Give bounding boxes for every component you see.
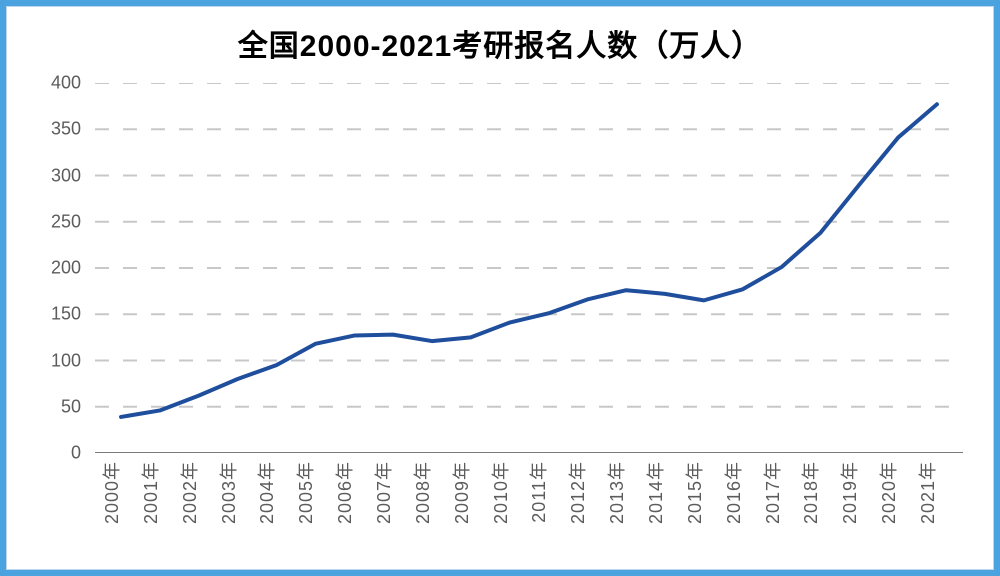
data-line [121, 104, 937, 417]
x-tick-label: 2000年 [98, 461, 124, 524]
x-tick-label: 2014年 [642, 461, 668, 524]
x-tick-label: 2004年 [253, 461, 279, 524]
line-plot [95, 83, 963, 453]
x-tick-label: 2006年 [331, 461, 357, 524]
x-tick-label: 2020年 [875, 461, 901, 524]
y-tick-label: 150 [51, 304, 81, 325]
y-tick-label: 0 [71, 443, 81, 464]
y-tick-label: 350 [51, 119, 81, 140]
x-tick-label: 2021年 [914, 461, 940, 524]
y-tick-label: 100 [51, 350, 81, 371]
x-tick-label: 2009年 [448, 461, 474, 524]
y-tick-label: 400 [51, 73, 81, 94]
x-tick-label: 2013年 [603, 461, 629, 524]
x-tick-label: 2005年 [292, 461, 318, 524]
chart-title: 全国2000-2021考研报名人数（万人） [27, 21, 973, 65]
x-tick-label: 2019年 [836, 461, 862, 524]
y-tick-label: 300 [51, 165, 81, 186]
outer-frame: 全国2000-2021考研报名人数（万人） 0 50 100 150 200 250 300… [0, 0, 1000, 576]
y-tick-label: 50 [61, 396, 81, 417]
x-tick-label: 2008年 [409, 461, 435, 524]
x-tick-label: 2017年 [759, 461, 785, 524]
x-tick-label: 2012年 [564, 461, 590, 524]
x-tick-label: 2003年 [215, 461, 241, 524]
y-tick-label: 200 [51, 258, 81, 279]
x-tick-label: 2016年 [720, 461, 746, 524]
x-tick-label: 2011年 [525, 461, 551, 523]
x-tick-label: 2018年 [797, 461, 823, 524]
x-tick-label: 2010年 [487, 461, 513, 524]
y-tick-label: 250 [51, 211, 81, 232]
chart-card: 全国2000-2021考研报名人数（万人） 0 50 100 150 200 250 300… [6, 6, 994, 570]
x-tick-label: 2015年 [681, 461, 707, 524]
x-tick-label: 2002年 [176, 461, 202, 524]
y-axis-labels: 050100150200250300350400 [37, 83, 87, 453]
plot-area: 050100150200250300350400 [37, 83, 963, 453]
x-tick-label: 2001年 [137, 461, 163, 524]
x-tick-label: 2007年 [370, 461, 396, 524]
x-axis-labels: 2000年 2001年 2002年 2003年 2004年 2005年 2006年 2007年… [85, 453, 973, 543]
